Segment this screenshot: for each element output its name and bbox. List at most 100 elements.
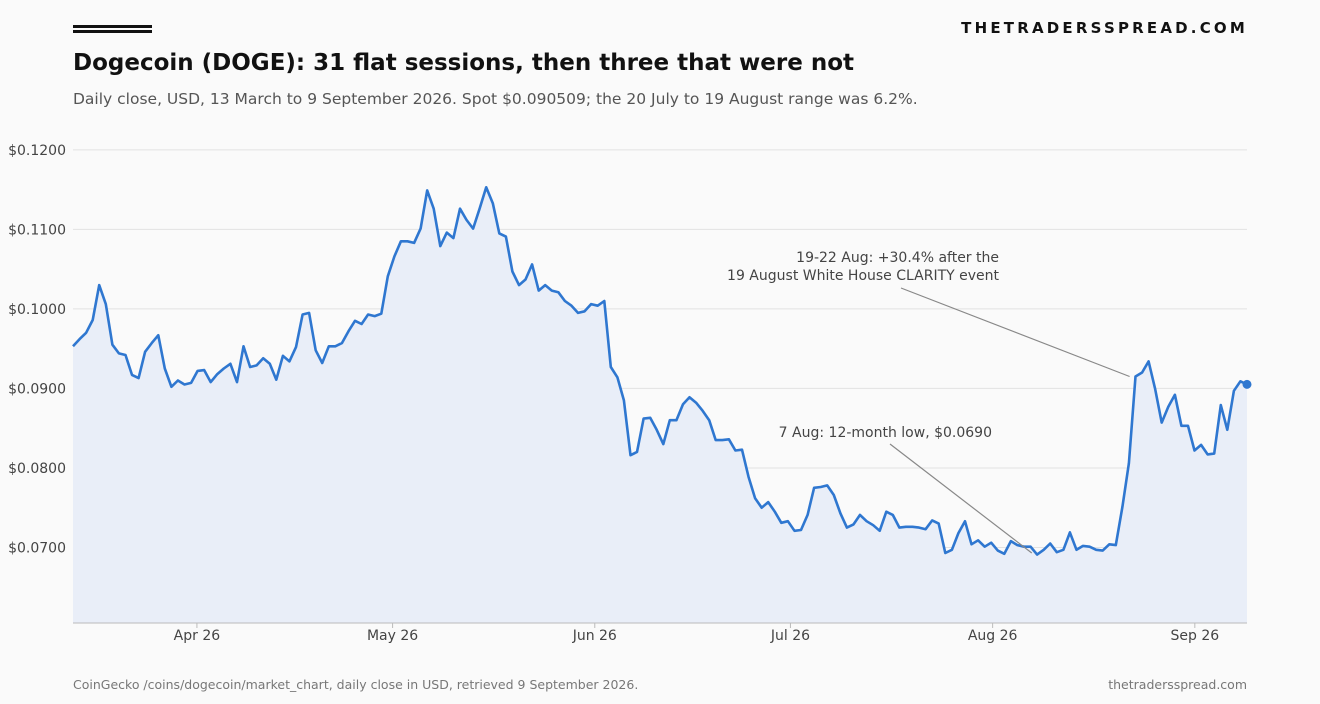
- data-point: [590, 303, 592, 305]
- data-point: [472, 227, 474, 229]
- data-point: [1115, 544, 1117, 546]
- data-point: [879, 530, 881, 532]
- data-point: [787, 520, 789, 522]
- data-point: [774, 510, 776, 512]
- data-point: [1193, 449, 1195, 451]
- data-point: [196, 370, 198, 372]
- last-point-marker: [1242, 379, 1252, 389]
- data-point: [98, 284, 100, 286]
- data-point: [308, 312, 310, 314]
- annotation-text: 19 August White House CLARITY event: [727, 268, 999, 284]
- data-point: [806, 514, 808, 516]
- data-point: [334, 345, 336, 347]
- data-point: [983, 545, 985, 547]
- data-point: [557, 291, 559, 293]
- data-point: [898, 526, 900, 528]
- data-point: [1213, 452, 1215, 454]
- x-tick-label: Apr 26: [174, 628, 221, 644]
- source-note: CoinGecko /coins/dogecoin/market_chart, …: [73, 677, 639, 692]
- data-point: [341, 342, 343, 344]
- data-point: [1042, 549, 1044, 551]
- data-point: [111, 343, 113, 345]
- data-point: [865, 520, 867, 522]
- data-point: [728, 438, 730, 440]
- data-point: [951, 549, 953, 551]
- data-point: [977, 539, 979, 541]
- data-point: [577, 312, 579, 314]
- data-point: [459, 208, 461, 210]
- data-point: [433, 208, 435, 210]
- data-point: [446, 231, 448, 233]
- data-point: [1174, 394, 1176, 396]
- data-point: [905, 526, 907, 528]
- data-point: [767, 501, 769, 503]
- chart-title: Dogecoin (DOGE): 31 flat sessions, then …: [73, 50, 854, 76]
- data-point: [754, 497, 756, 499]
- data-point: [164, 367, 166, 369]
- data-point: [596, 305, 598, 307]
- y-tick-label: $0.0700: [8, 540, 66, 556]
- data-point: [715, 439, 717, 441]
- data-point: [485, 186, 487, 188]
- data-point: [1134, 375, 1136, 377]
- data-point: [1239, 380, 1241, 382]
- data-point: [426, 189, 428, 191]
- data-point: [524, 278, 526, 280]
- data-point: [846, 526, 848, 528]
- data-point: [223, 367, 225, 369]
- y-tick-label: $0.1200: [8, 143, 66, 159]
- data-point: [1206, 453, 1208, 455]
- data-point: [938, 522, 940, 524]
- data-point: [819, 486, 821, 488]
- data-point: [373, 315, 375, 317]
- data-point: [1075, 549, 1077, 551]
- data-point: [675, 419, 677, 421]
- footer-site: thetradersspread.com: [1108, 677, 1247, 692]
- data-point: [688, 396, 690, 398]
- data-point: [747, 475, 749, 477]
- data-point: [564, 300, 566, 302]
- data-point: [347, 330, 349, 332]
- y-tick-label: $0.0800: [8, 461, 66, 477]
- data-point: [629, 454, 631, 456]
- data-point: [1102, 549, 1104, 551]
- data-point: [321, 362, 323, 364]
- data-point: [885, 510, 887, 512]
- data-point: [183, 383, 185, 385]
- data-point: [1161, 421, 1163, 423]
- data-point: [760, 507, 762, 509]
- data-point: [701, 409, 703, 411]
- data-point: [118, 352, 120, 354]
- data-point: [610, 366, 612, 368]
- data-point: [262, 357, 264, 359]
- data-point: [583, 310, 585, 312]
- brand-name: THETRADERSSPREAD.COM: [961, 19, 1248, 37]
- data-point: [400, 240, 402, 242]
- data-point: [393, 255, 395, 257]
- data-point: [1056, 551, 1058, 553]
- data-point: [1180, 425, 1182, 427]
- price-area-fill: [73, 187, 1247, 624]
- data-point: [406, 240, 408, 242]
- x-tick-label: Jun 26: [572, 628, 617, 644]
- data-point: [911, 526, 913, 528]
- data-point: [990, 541, 992, 543]
- x-tick-label: May 26: [367, 628, 418, 644]
- data-point: [439, 245, 441, 247]
- data-point: [170, 386, 172, 388]
- data-point: [997, 549, 999, 551]
- data-point: [813, 487, 815, 489]
- data-point: [1062, 549, 1064, 551]
- data-point: [537, 289, 539, 291]
- data-point: [210, 381, 212, 383]
- data-point: [721, 439, 723, 441]
- data-point: [1154, 388, 1156, 390]
- data-point: [478, 208, 480, 210]
- x-tick-label: Aug 26: [968, 628, 1018, 644]
- data-point: [780, 522, 782, 524]
- data-point: [1128, 462, 1130, 464]
- data-point: [72, 345, 74, 347]
- data-point: [131, 374, 133, 376]
- data-point: [1226, 429, 1228, 431]
- data-point: [924, 528, 926, 530]
